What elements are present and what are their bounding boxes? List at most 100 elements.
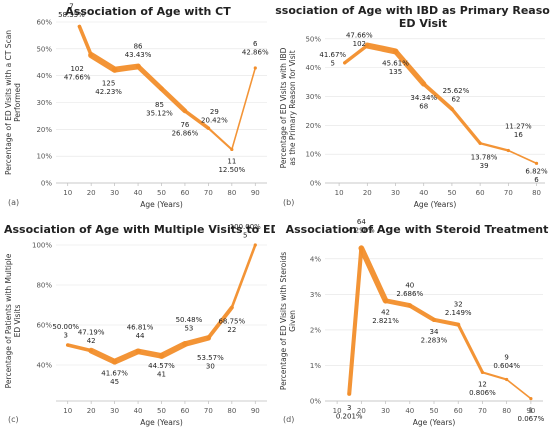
data-pct-label: 6.82% (525, 167, 548, 175)
chart-ibd-primary-reason: Association of Age with IBD as Primary R… (275, 4, 550, 209)
data-pct-label: 35.12% (146, 109, 173, 117)
data-count-label: 7 (69, 2, 73, 10)
data-pct-label: 4.298% (348, 227, 375, 235)
x-tick-label: 20 (363, 189, 372, 197)
x-tick-label: 40 (405, 407, 414, 415)
data-count-label: 76 (180, 121, 189, 129)
data-count-label: 125 (102, 80, 115, 88)
chart-title: Association of Age with Multiple Visits … (4, 223, 275, 236)
data-point (206, 126, 210, 130)
series-segment (456, 323, 484, 374)
data-pct-label: 50.00% (52, 323, 79, 331)
data-point (393, 49, 398, 54)
data-pct-label: 26.86% (172, 129, 199, 137)
y-tick-label: 20% (305, 122, 321, 130)
data-pct-label: 12.50% (218, 166, 245, 174)
x-tick-label: 60 (476, 189, 485, 197)
x-tick-label: 90 (251, 407, 260, 415)
x-tick-label: 50 (430, 407, 439, 415)
data-pct-label: 47.66% (64, 74, 91, 82)
x-tick-label: 90 (526, 407, 535, 415)
x-tick-label: 30 (110, 407, 119, 415)
series-segment (135, 348, 165, 359)
y-tick-label: 40% (36, 362, 52, 370)
data-count-label: 53 (184, 325, 193, 333)
x-axis-label: Age (Years) (140, 200, 183, 209)
series-segment (65, 343, 93, 353)
series-segment (206, 305, 234, 340)
y-axis-label: Percentage of ED Visits with IBD (279, 47, 288, 168)
chart-title: Association of Age with Steroid Treatmen… (286, 223, 549, 236)
data-point (159, 354, 164, 358)
series-segment (135, 63, 164, 92)
data-pct-label: 2.149% (445, 309, 472, 317)
x-tick-label: 30 (381, 407, 390, 415)
y-tick-label: 100% (32, 242, 52, 250)
x-tick-label: 70 (478, 407, 487, 415)
data-point (77, 24, 82, 29)
data-point (529, 397, 533, 401)
series-segment (431, 317, 461, 327)
data-count-label: 45 (110, 378, 119, 386)
y-tick-label: 10% (305, 151, 321, 159)
series-segment (507, 149, 538, 165)
data-pct-label: 11.27% (505, 122, 532, 130)
x-axis-label: Age (Years) (414, 200, 457, 209)
data-count-label: 5 (331, 59, 335, 67)
y-tick-label: 4% (310, 255, 321, 263)
y-tick-label: 3% (310, 291, 321, 299)
series-segment (505, 378, 532, 400)
series-segment (88, 347, 118, 365)
data-count-label: 86 (134, 42, 143, 50)
y-tick-label: 0% (310, 398, 321, 406)
chart-title: ED Visit (399, 17, 447, 30)
x-axis-label: Age (Years) (413, 418, 456, 427)
data-pct-label: 43.43% (125, 51, 152, 59)
chart-steroid-treatment: Association of Age with Steroid Treatmen… (279, 218, 549, 427)
series-segment (364, 42, 399, 55)
data-count-label: 29 (210, 108, 219, 116)
x-tick-label: 50 (157, 189, 166, 197)
x-tick-label: 60 (180, 189, 189, 197)
data-point (183, 109, 187, 113)
x-tick-label: 10 (333, 407, 342, 415)
data-pct-label: 44.57% (148, 362, 175, 370)
data-pct-label: 45.61% (382, 59, 409, 67)
data-pct-label: 0.806% (469, 389, 496, 397)
data-point (359, 246, 363, 250)
data-point (136, 349, 140, 353)
series-segment (183, 109, 211, 130)
data-count-label: 3 (347, 404, 351, 412)
x-tick-label: 10 (63, 407, 72, 415)
data-count-label: 85 (155, 101, 164, 109)
data-point (230, 147, 234, 152)
x-tick-label: 80 (227, 189, 236, 197)
data-pct-label: 2.821% (372, 317, 399, 325)
data-count-label: 16 (514, 131, 523, 139)
data-count-label: 44 (136, 332, 145, 340)
data-point (253, 243, 257, 247)
x-tick-label: 50 (447, 189, 456, 197)
series-segment (207, 127, 233, 151)
data-pct-label: 42.86% (242, 48, 269, 56)
x-tick-label: 40 (419, 189, 428, 197)
data-point (432, 318, 436, 322)
y-axis-label: as the Primary Reason for Visit (288, 50, 297, 165)
data-point (456, 322, 460, 327)
y-axis-label: Performed (13, 83, 22, 122)
x-tick-label: 80 (532, 189, 541, 197)
y-tick-label: 50% (36, 45, 52, 53)
panel-label: (b) (283, 198, 294, 207)
data-count-label: 3 (63, 332, 67, 340)
data-point (478, 141, 482, 145)
data-pct-label: 42.23% (95, 88, 122, 96)
data-count-label: 68 (419, 102, 428, 110)
data-count-label: 39 (480, 162, 489, 170)
chart-title: Association of Age with CT (65, 5, 231, 18)
data-point (66, 343, 70, 347)
y-tick-label: 1% (310, 362, 321, 370)
series-segment (407, 303, 437, 323)
data-count-label: 12 (478, 380, 487, 388)
data-point (159, 87, 164, 91)
